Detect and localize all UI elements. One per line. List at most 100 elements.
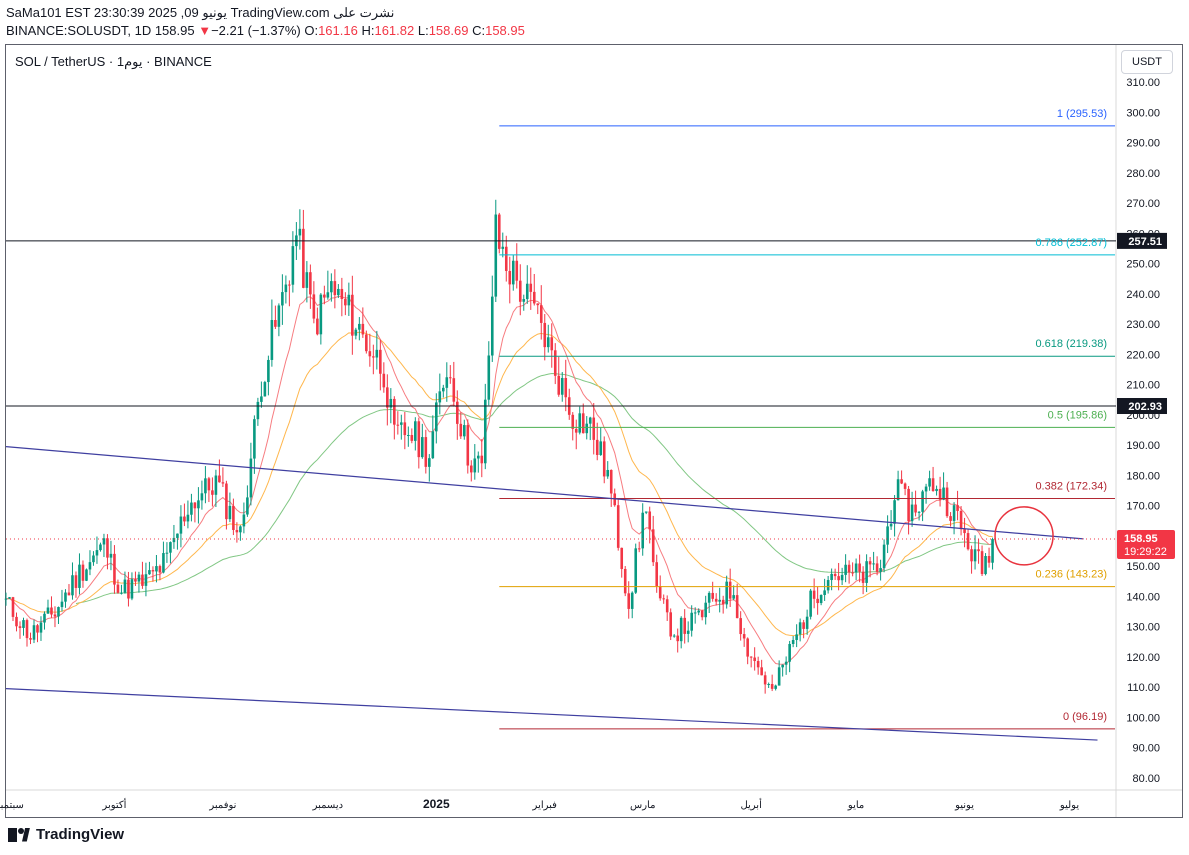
candle-body [585, 423, 589, 434]
candle-body [630, 592, 634, 609]
candle-body [742, 634, 746, 639]
candle-body [697, 610, 700, 613]
fib-level-label: 1 (295.53) [1057, 108, 1107, 120]
open-value: 161.16 [318, 23, 358, 38]
candle-body [546, 337, 550, 348]
candle-body [525, 283, 529, 300]
candle-body [476, 455, 480, 459]
candle-body [532, 291, 536, 304]
candle-body [725, 581, 728, 605]
x-tick-label: سبتمبر [0, 800, 24, 811]
candle-body [309, 272, 312, 295]
candle-body [18, 626, 22, 628]
candle-body [204, 478, 207, 494]
candle-body [141, 574, 144, 586]
candle-body [74, 575, 78, 588]
candle-body [700, 610, 704, 618]
candle-body [277, 305, 281, 327]
candle-body [826, 580, 830, 591]
candle-body [770, 684, 774, 689]
candle-body [977, 549, 980, 552]
trendline [5, 446, 1084, 540]
x-tick-label: يونيو [954, 800, 974, 811]
x-tick-label: أكتوبر [101, 798, 126, 811]
candle-body [508, 270, 512, 285]
candle-body [511, 260, 515, 285]
candle-body [963, 529, 966, 534]
currency-unit-button[interactable]: USDT [1121, 50, 1173, 74]
tradingview-brand[interactable]: TradingView [8, 826, 124, 843]
candle-body [830, 573, 833, 581]
candle-body [197, 500, 200, 509]
candle-body [218, 475, 221, 483]
candle-body [812, 590, 816, 599]
candle-body [414, 421, 417, 441]
candle-body [935, 488, 938, 492]
high-value: 161.82 [374, 23, 415, 38]
candle-body [483, 399, 487, 464]
candle-body [11, 597, 15, 617]
candle-body [665, 599, 669, 613]
candle-body [316, 318, 319, 335]
x-tick-label: مارس [630, 800, 655, 811]
candle-body [574, 428, 578, 433]
candle-body [291, 246, 295, 285]
candle-body [253, 419, 256, 459]
candle-body [333, 281, 337, 296]
x-tick-label: 2025 [423, 797, 450, 811]
candle-body [81, 564, 85, 581]
fib-level-label: 0.382 (172.34) [1035, 481, 1107, 493]
candle-body [907, 488, 910, 522]
candle-body [130, 579, 134, 599]
candle-body [428, 458, 431, 467]
candle-body [553, 350, 557, 376]
y-tick-label: 80.00 [1132, 773, 1160, 785]
candle-body [662, 598, 666, 600]
candle-body [148, 570, 151, 575]
chart-frame[interactable] [5, 44, 1183, 818]
highlight-circle [994, 506, 1054, 566]
candle-body [676, 635, 679, 642]
candle-body [288, 284, 291, 286]
candle-body [106, 538, 109, 558]
candle-body [760, 667, 763, 676]
y-tick-label: 270.00 [1126, 198, 1160, 210]
y-tick-label: 290.00 [1126, 138, 1160, 150]
candle-body [805, 616, 809, 629]
candle-body [896, 479, 900, 501]
fib-level-label: 0.5 (195.86) [1048, 409, 1107, 421]
candle-body [281, 292, 284, 306]
candle-body [875, 563, 879, 572]
candle-body [956, 505, 959, 511]
candle-body [767, 684, 770, 686]
candle-body [25, 620, 29, 639]
candle-body [221, 482, 225, 484]
candle-body [847, 564, 851, 573]
candle-body [592, 417, 596, 440]
candle-body [267, 359, 270, 383]
down-arrow-icon: ▼ [198, 23, 212, 38]
candle-body [522, 299, 526, 302]
candle-body [987, 556, 991, 563]
candle-body [319, 294, 323, 335]
candle-body [728, 581, 732, 599]
candle-body [354, 329, 358, 336]
horizontal-level-label: 257.51 [1128, 236, 1162, 248]
candle-body [910, 504, 914, 522]
candle-body [858, 563, 861, 572]
candle-body [735, 595, 739, 619]
symbol-legend[interactable]: SOL / TetherUS · 1يوم · BINANCE [15, 54, 212, 69]
candle-body [183, 516, 186, 522]
candle-body [417, 421, 421, 458]
candle-body [693, 612, 697, 614]
x-tick-label: يوليو [1059, 800, 1079, 811]
candle-body [60, 601, 64, 608]
candle-body [648, 511, 652, 530]
x-tick-label: نوفمبر [208, 800, 236, 811]
y-tick-label: 90.00 [1132, 743, 1160, 755]
candle-body [179, 516, 183, 534]
candle-body [637, 548, 641, 550]
candle-body [501, 246, 505, 249]
candle-body [539, 305, 543, 323]
